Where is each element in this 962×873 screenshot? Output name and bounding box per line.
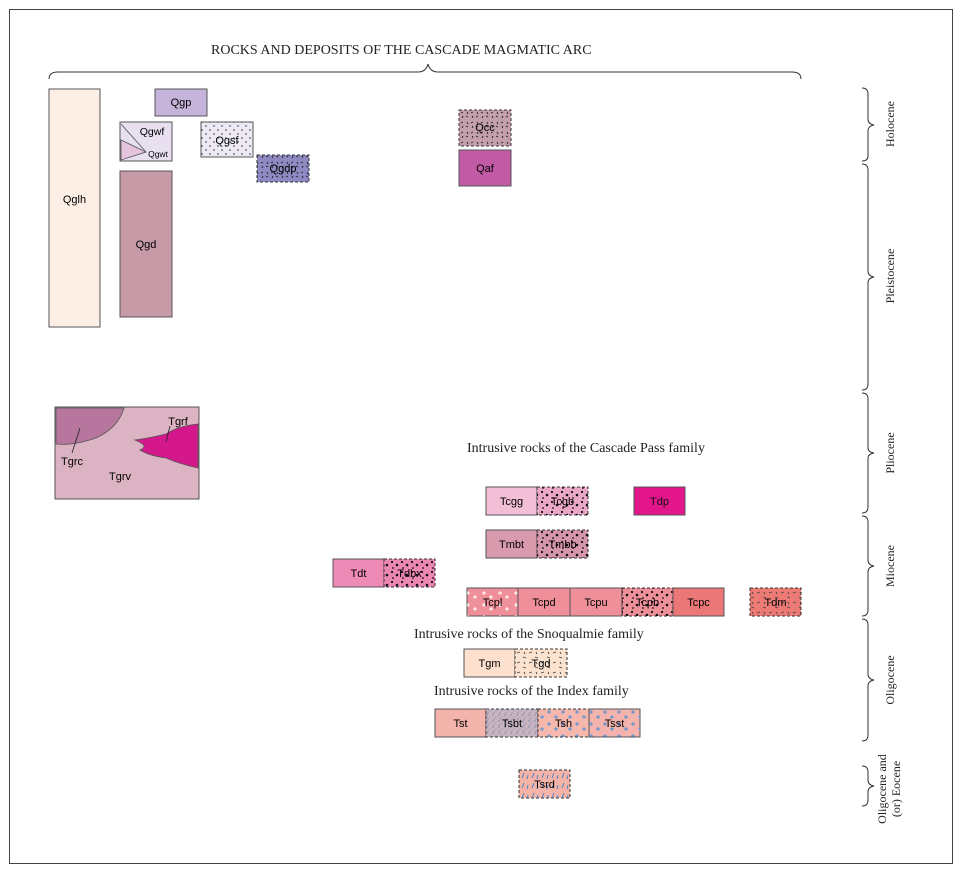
unit-tdt <box>332 558 385 588</box>
unit-tgrf <box>133 423 199 469</box>
unit-tcgg-label: Tcgg <box>500 496 523 508</box>
arc-brace <box>48 63 802 80</box>
unit-qglh-label: Qglh <box>63 194 86 206</box>
unit-tcpc <box>672 587 725 617</box>
unit-tmbb-pattern <box>537 530 588 558</box>
unit-tst <box>434 708 487 738</box>
unit-tst-label: Tst <box>453 718 467 730</box>
epoch-oligocene: Oligocene <box>883 655 897 705</box>
unit-tdp <box>633 486 686 516</box>
unit-tsst-label: Tsst <box>605 718 625 730</box>
unit-tsrd-label: Tsrd <box>534 779 555 791</box>
unit-tdbx-pattern <box>384 559 435 587</box>
unit-qglh <box>48 88 101 328</box>
unit-qaf-label: Qaf <box>476 163 495 175</box>
unit-qgwf-divider <box>120 123 147 153</box>
unit-tdt-label: Tdt <box>351 568 367 580</box>
tgrf-leader <box>165 425 171 443</box>
unit-tsh-pattern <box>538 709 589 737</box>
unit-tcpc-label: Tcpc <box>687 597 710 609</box>
unit-qcc-label: Qcc <box>475 122 495 134</box>
unit-qgsf-label: Qgsf <box>215 135 239 147</box>
unit-tcpl-pattern <box>467 588 518 616</box>
unit-qgwt-label: Qgwt <box>148 149 168 159</box>
epoch-miocene: Miocene <box>883 545 897 587</box>
unit-tcpu-label: Tcpu <box>584 597 607 609</box>
unit-tsh-label: Tsh <box>555 718 572 730</box>
epoch-pleistocene: Pleistocene <box>883 248 897 304</box>
unit-tcpl-label: Tcpl <box>483 597 503 609</box>
unit-qgwf-label: Qgwf <box>140 126 165 138</box>
unit-tgrc <box>55 407 125 445</box>
unit-tsbt-label: Tsbt <box>502 718 522 730</box>
unit-qgdp-label: Qgdp <box>270 163 297 175</box>
epoch-braces <box>861 87 875 807</box>
unit-tcgg <box>485 486 538 516</box>
unit-qcc-pattern <box>459 110 511 146</box>
unit-tmbt <box>485 529 538 559</box>
unit-tgm <box>463 648 516 678</box>
unit-tsst-pattern <box>589 709 640 737</box>
heading-index: Intrusive rocks of the Index family <box>434 684 629 699</box>
unit-qgd-label: Qgd <box>136 239 157 251</box>
unit-tcpd <box>517 587 571 617</box>
chart-title: ROCKS AND DEPOSITS OF THE CASCADE MAGMAT… <box>211 43 592 58</box>
unit-tcpb-label: Tcpb <box>636 597 659 609</box>
unit-tcpd-label: Tcpd <box>532 597 555 609</box>
unit-tdm-label: Tdm <box>765 597 787 609</box>
unit-qaf <box>458 149 512 187</box>
unit-qgdp-pattern <box>257 155 309 182</box>
unit-qgp <box>154 88 208 117</box>
unit-tgm-label: Tgm <box>479 658 501 670</box>
unit-tdbx-label: Tdbx <box>397 568 422 580</box>
unit-tmbb-label: Tmbb <box>548 539 576 551</box>
unit-tgrc-label: Tgrc <box>61 456 84 468</box>
unit-qgp-label: Qgp <box>171 97 192 109</box>
unit-tsbt-pattern <box>486 709 538 737</box>
unit-tsrd-pattern <box>519 770 570 798</box>
tgrc-leader <box>71 427 81 454</box>
unit-qgsf-pattern <box>201 122 253 157</box>
figure-frame <box>9 9 953 864</box>
unit-tdp-label: Tdp <box>650 496 669 508</box>
unit-tgd-label: Tgd <box>532 658 551 670</box>
epoch-pliocene: Pliocene <box>883 432 897 474</box>
unit-qgd <box>119 170 173 318</box>
epoch-oligocene-eocene-line2: (or) Eocene <box>889 760 903 818</box>
unit-tdm-pattern <box>750 588 801 616</box>
unit-tcgb-label: Tcgb <box>551 496 574 508</box>
unit-tcpb-pattern <box>622 588 673 616</box>
unit-qgwt-wedge <box>120 139 148 161</box>
epoch-holocene: Holocene <box>883 101 897 147</box>
unit-tgrf-label: Tgrf <box>168 416 189 428</box>
unit-tgd-pattern <box>515 649 567 677</box>
unit-tcgb-pattern <box>537 487 588 515</box>
heading-cascade-pass: Intrusive rocks of the Cascade Pass fami… <box>467 441 705 456</box>
unit-tgrv-label: Tgrv <box>109 471 132 483</box>
unit-tmbt-label: Tmbt <box>499 539 524 551</box>
unit-tcpu <box>569 587 623 617</box>
heading-snoqualmie: Intrusive rocks of the Snoqualmie family <box>414 627 644 642</box>
